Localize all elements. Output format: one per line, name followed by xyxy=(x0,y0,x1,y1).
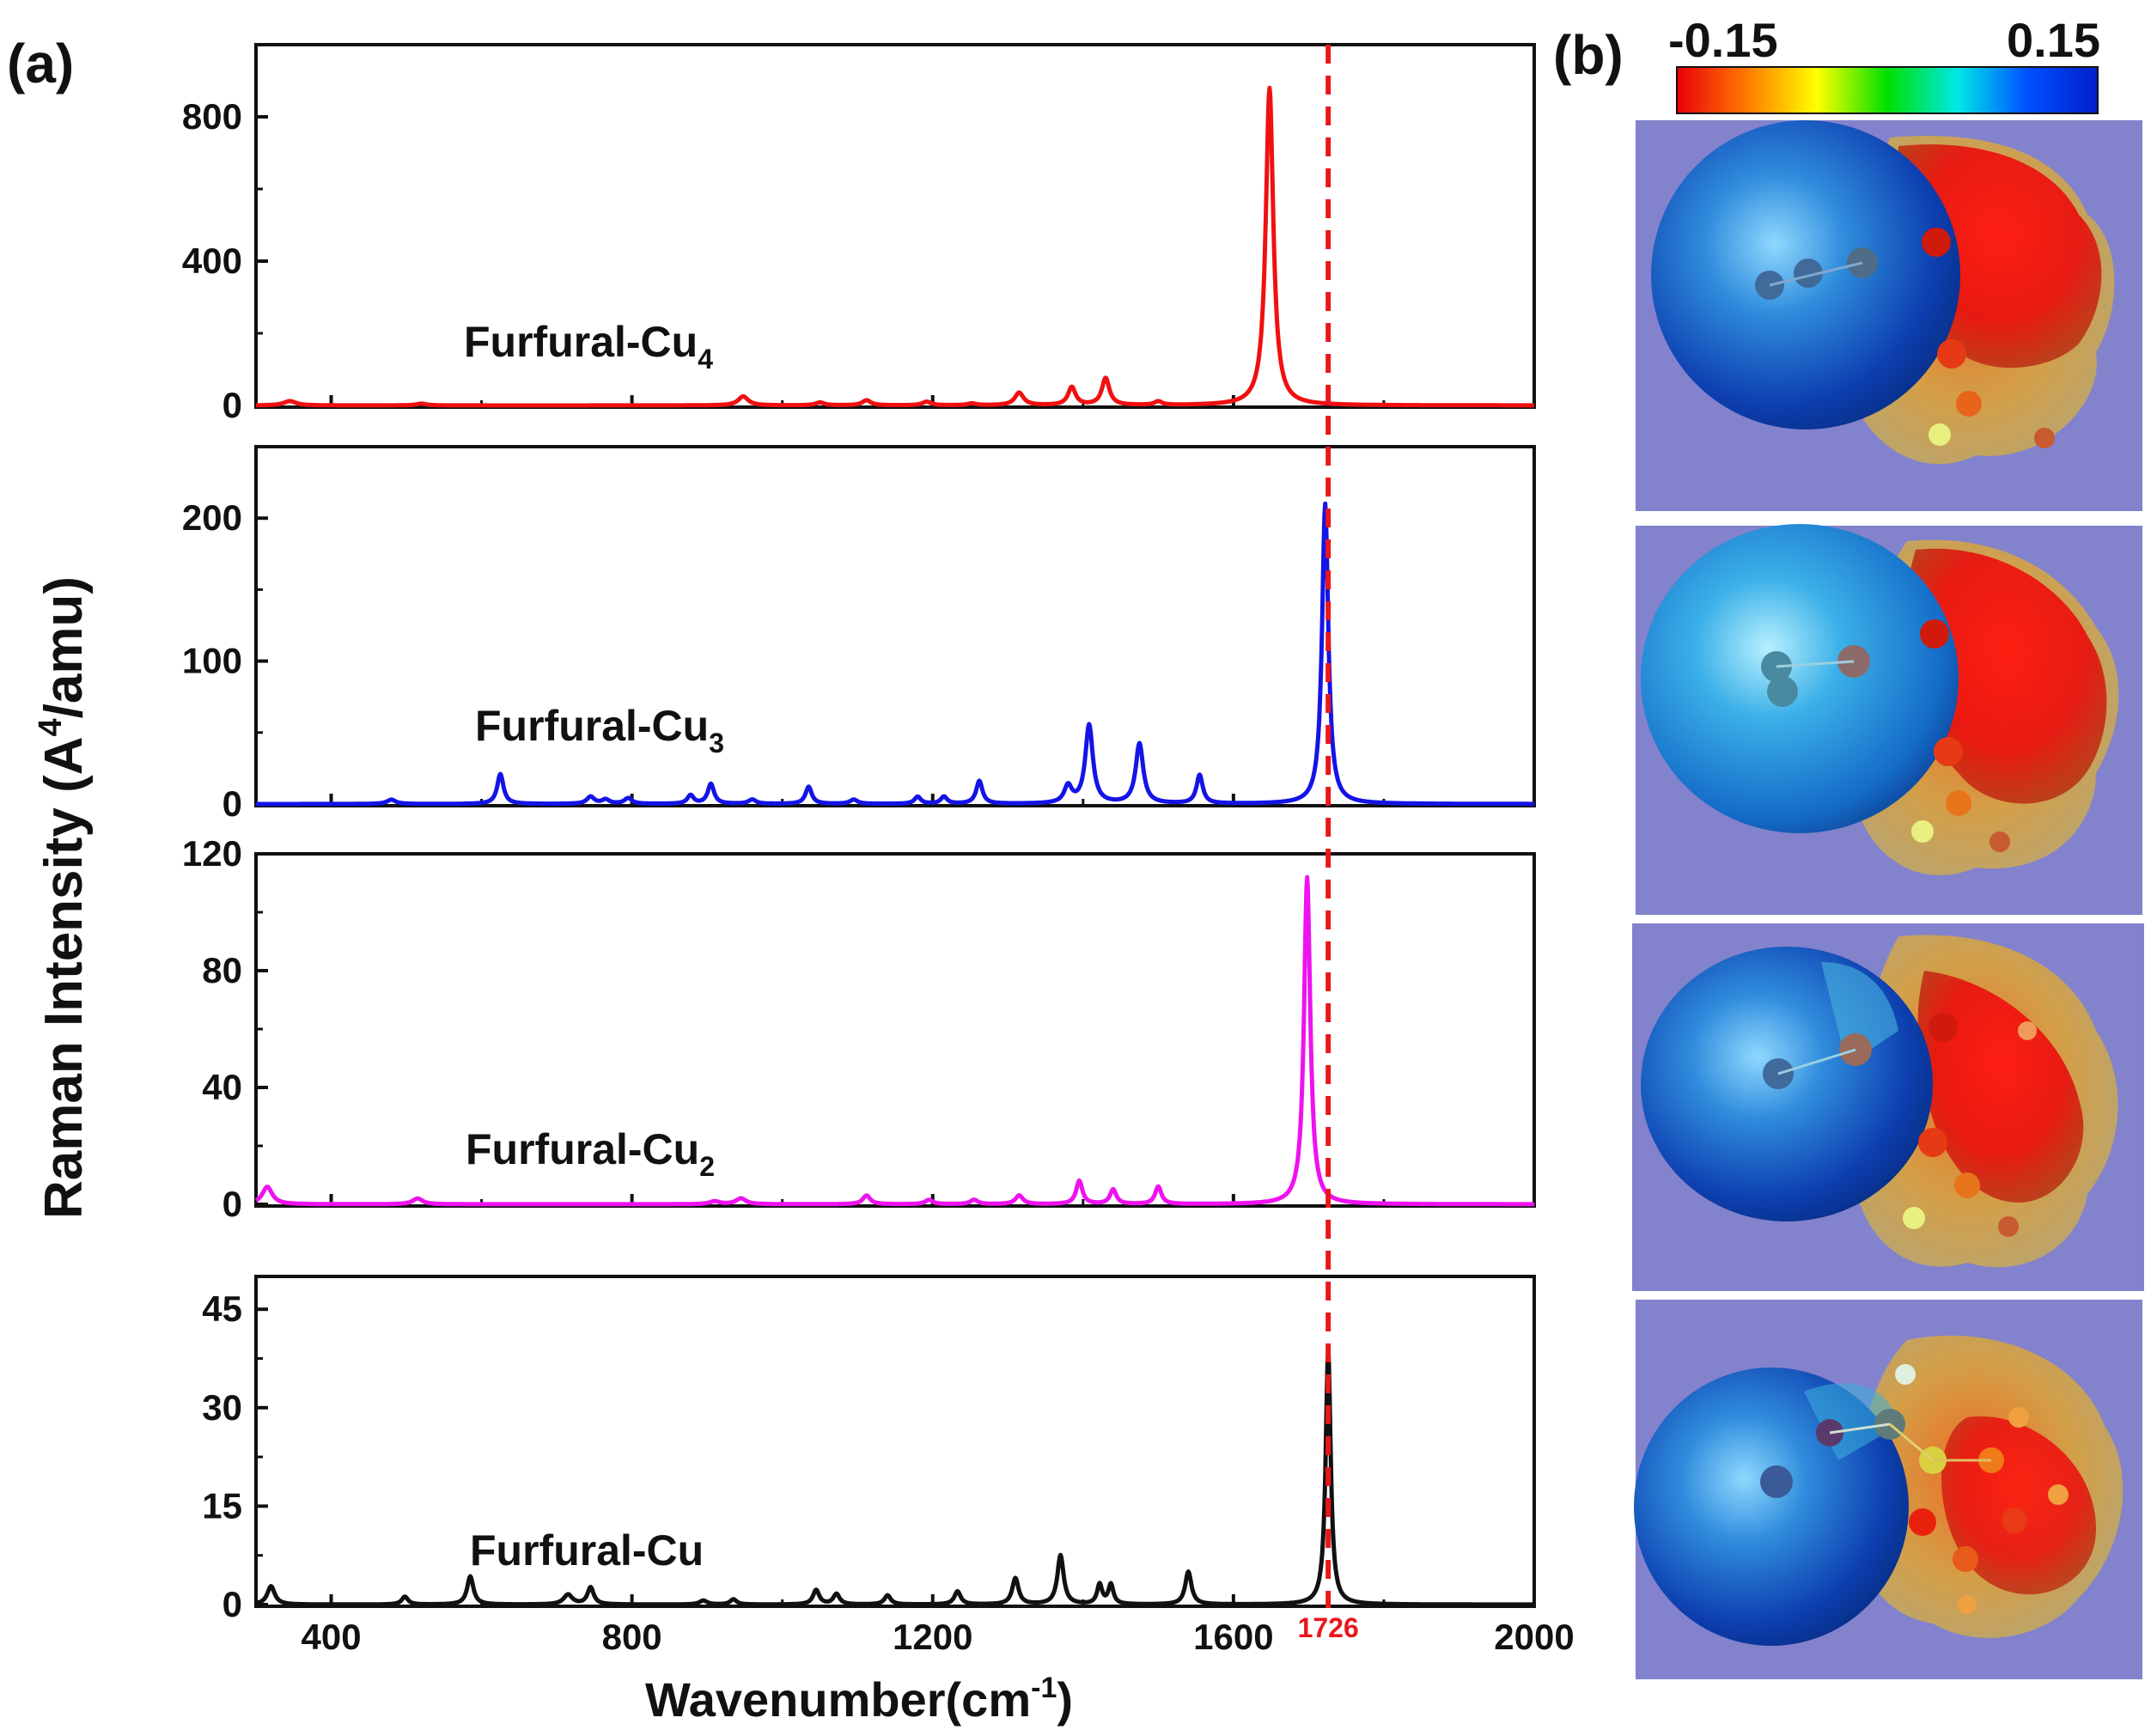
series-label-subscript: 3 xyxy=(709,728,724,758)
colorbar-min-label: -0.15 xyxy=(1668,13,1778,67)
y-tick-label: 200 xyxy=(182,497,242,538)
esp-map-cu2 xyxy=(1632,923,2144,1291)
y-axis-title-main: Raman Intensity (A xyxy=(34,736,94,1219)
x-tick-label: 1600 xyxy=(1193,1617,1273,1657)
reference-line-label: 1726 xyxy=(1298,1612,1359,1643)
plot-frame xyxy=(254,445,1536,807)
y-tick-label: 0 xyxy=(222,783,242,824)
series-label: Furfural-Cu xyxy=(470,1526,704,1575)
x-axis-title: Wavenumber(cm-1) xyxy=(645,1672,1073,1727)
series-label-name: Furfural-Cu xyxy=(464,318,698,366)
metal-atom xyxy=(1794,259,1823,288)
y-tick-label: 45 xyxy=(202,1288,242,1329)
spectrum-line xyxy=(254,501,1536,807)
spectrum-line xyxy=(254,874,1536,1207)
series-label-name: Furfural-Cu xyxy=(475,702,709,750)
y-tick-label: 30 xyxy=(202,1387,242,1428)
x-axis-title-main: Wavenumber(cm xyxy=(645,1672,1031,1727)
esp-map-cu xyxy=(1634,1300,2142,1679)
series-label-name: Furfural-Cu xyxy=(470,1526,704,1575)
series-label: Furfural-Cu3 xyxy=(475,702,724,758)
y-axis-title-sup: 4 xyxy=(33,718,69,736)
x-axis-title-sup: -1 xyxy=(1031,1672,1057,1704)
y-tick-label: 40 xyxy=(202,1067,242,1107)
metal-atom xyxy=(1767,676,1798,707)
y-tick-label: 400 xyxy=(182,241,242,281)
x-tick-label: 1200 xyxy=(893,1617,972,1657)
y-tick-label: 800 xyxy=(182,96,242,137)
series-label-subscript: 2 xyxy=(699,1151,715,1182)
plot-frame xyxy=(254,852,1536,1208)
y-tick-label: 15 xyxy=(202,1485,242,1526)
esp-map-cu4 xyxy=(1636,120,2142,511)
series-label-subscript: 4 xyxy=(698,344,713,375)
x-tick-label: 2000 xyxy=(1494,1617,1574,1657)
spectrum-line xyxy=(254,85,1536,408)
metal-atom xyxy=(1760,1465,1793,1498)
spectrum-line xyxy=(254,1346,1536,1607)
y-tick-label: 0 xyxy=(222,1584,242,1624)
colorbar xyxy=(1676,66,2099,114)
y-axis-title-tail: /amu) xyxy=(34,576,94,718)
panel-a-label: (a) xyxy=(7,33,74,94)
y-tick-label: 0 xyxy=(222,1184,242,1224)
x-tick-label: 800 xyxy=(602,1617,662,1657)
y-tick-label: 0 xyxy=(222,385,242,425)
y-tick-label: 100 xyxy=(182,641,242,681)
panel-b-label: (b) xyxy=(1553,24,1624,86)
series-label: Furfural-Cu2 xyxy=(466,1125,715,1182)
plot-frame xyxy=(254,43,1536,409)
colorbar-max-label: 0.15 xyxy=(2007,13,2100,67)
esp-map-cu3 xyxy=(1636,524,2142,915)
y-tick-label: 120 xyxy=(182,833,242,874)
series-label-name: Furfural-Cu xyxy=(466,1125,699,1173)
x-tick-label: 400 xyxy=(301,1617,361,1657)
y-axis-title: Raman Intensity (A4/amu) xyxy=(33,576,94,1219)
series-label: Furfural-Cu4 xyxy=(464,318,713,375)
x-axis-title-close: ) xyxy=(1057,1672,1073,1727)
y-tick-label: 80 xyxy=(202,950,242,990)
raman-plots: 0400800Furfural-Cu40100200Furfural-Cu304… xyxy=(182,43,1575,1657)
plot-frame xyxy=(254,1275,1536,1608)
